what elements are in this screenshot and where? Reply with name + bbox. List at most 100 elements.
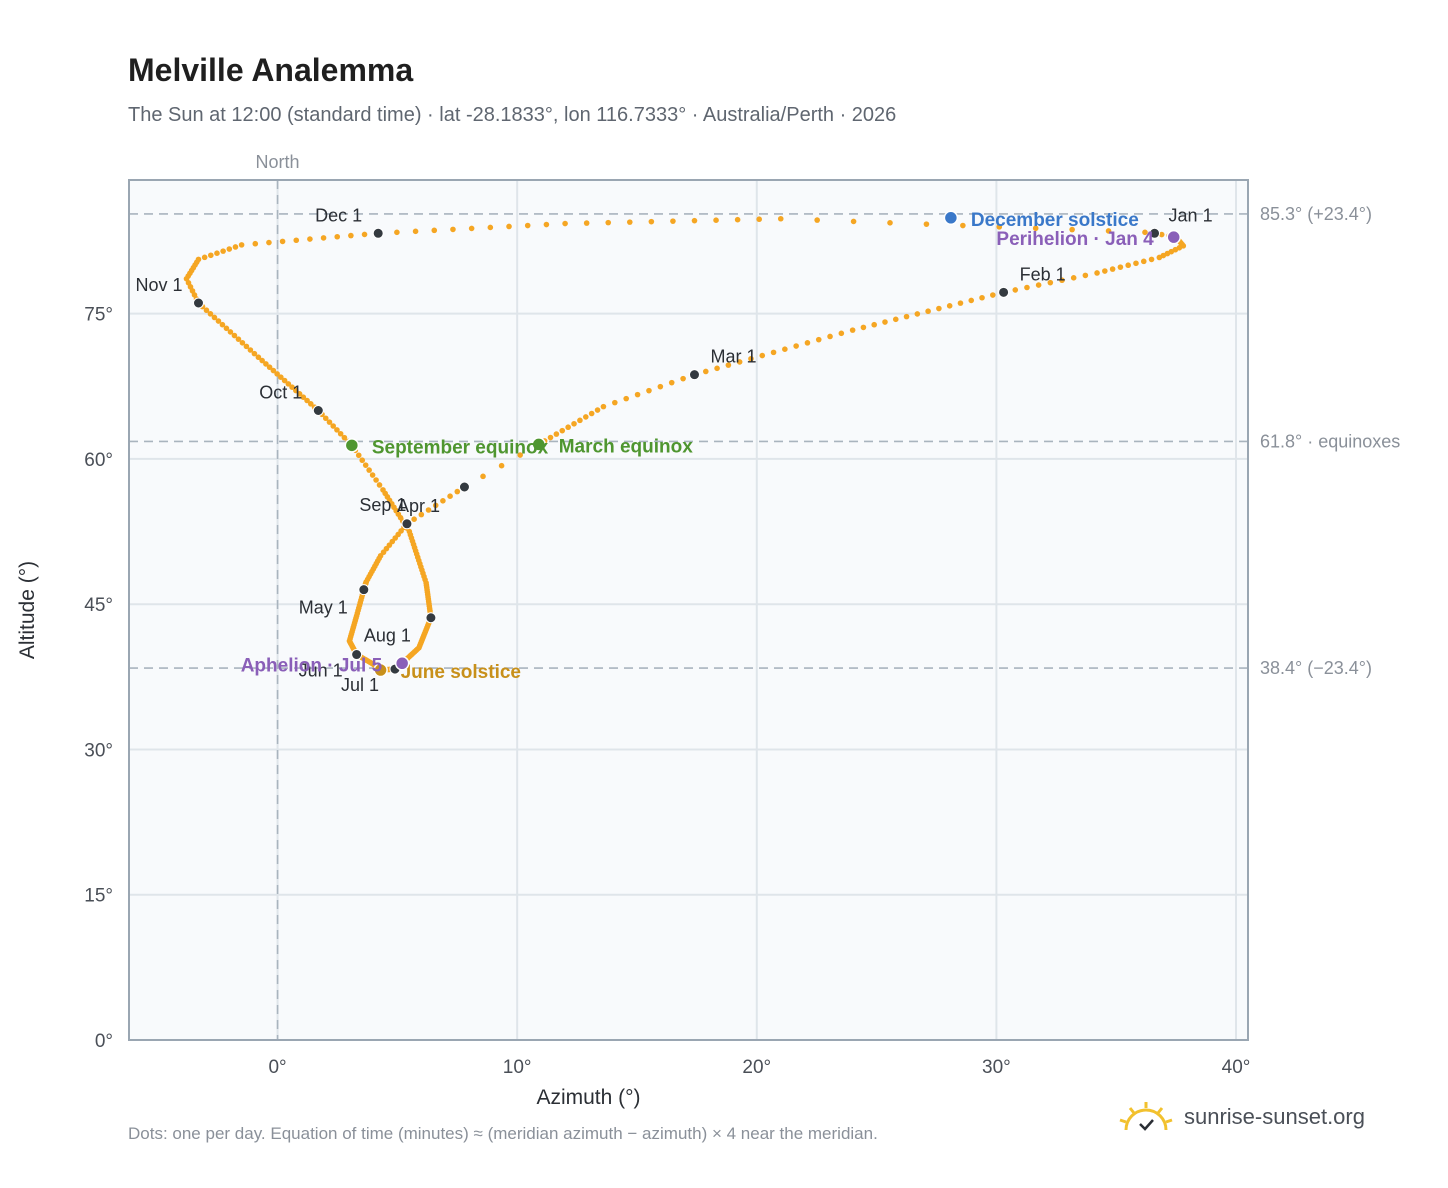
y-tick-label: 0° xyxy=(95,1031,113,1052)
daily-sun-dot xyxy=(304,397,310,404)
meridian-label: North xyxy=(256,152,300,172)
event-label: Aphelion · Jul 5 xyxy=(241,655,383,676)
y-tick-label: 15° xyxy=(84,886,113,907)
brand[interactable]: sunrise-sunset.org xyxy=(1118,1100,1365,1134)
event-marker xyxy=(943,210,959,226)
daily-sun-dot xyxy=(626,219,633,225)
daily-sun-dot xyxy=(454,488,461,495)
daily-sun-dot xyxy=(1156,254,1163,261)
daily-sun-dot xyxy=(1024,284,1030,291)
month-label: May 1 xyxy=(299,598,348,618)
daily-sun-dot xyxy=(1032,225,1039,232)
daily-sun-dot xyxy=(925,308,931,315)
daily-sun-dot xyxy=(232,244,239,250)
daily-sun-dot xyxy=(322,415,329,422)
daily-sun-dot xyxy=(369,472,376,478)
daily-sun-dot xyxy=(487,224,494,231)
footnote: Dots: one per day. Equation of time (min… xyxy=(128,1124,878,1143)
daily-sun-dot xyxy=(251,350,258,357)
month-label: Sep 1 xyxy=(359,495,406,515)
chart-subtitle: The Sun at 12:00 (standard time) · lat -… xyxy=(128,104,897,126)
daily-sun-dot xyxy=(412,228,419,235)
daily-sun-dot xyxy=(914,311,921,317)
daily-sun-dot xyxy=(680,375,686,382)
daily-sun-dot xyxy=(278,374,284,381)
daily-sun-dot xyxy=(594,407,601,413)
month-marker xyxy=(312,404,324,416)
daily-sun-dot xyxy=(334,427,340,433)
daily-sun-dot xyxy=(849,327,856,333)
daily-sun-dot xyxy=(359,457,366,464)
event-label: Perihelion · Jan 4 xyxy=(996,229,1154,250)
daily-sun-dot xyxy=(804,340,811,346)
daily-sun-dot xyxy=(871,321,878,328)
month-label: Feb 1 xyxy=(1020,264,1066,284)
daily-sun-dot xyxy=(1082,272,1089,279)
month-label: Nov 1 xyxy=(135,275,182,295)
event-marker xyxy=(373,662,388,678)
month-marker xyxy=(401,518,413,530)
daily-sun-dot xyxy=(223,325,230,332)
reference-lines: 85.3° (+23.4°) 61.8° · equinoxes 38.4° (−2… xyxy=(129,204,1400,678)
daily-sun-dot xyxy=(668,379,675,386)
daily-sun-dot xyxy=(380,487,386,493)
daily-sun-dot xyxy=(543,221,550,228)
month-marker xyxy=(998,286,1010,298)
daily-sun-dot xyxy=(1094,270,1100,276)
daily-sun-dot xyxy=(239,339,246,346)
daily-sun-dot xyxy=(979,294,985,301)
daily-sun-dot xyxy=(634,391,641,398)
daily-sun-dot xyxy=(208,252,214,259)
daily-sun-dot xyxy=(1142,229,1148,236)
month-label: Oct 1 xyxy=(259,382,302,402)
daily-sun-dot xyxy=(777,215,784,222)
daily-sun-dot xyxy=(605,219,612,226)
daily-sun-dot xyxy=(713,217,719,223)
daily-sun-dot xyxy=(770,349,777,356)
daily-sun-dot xyxy=(887,220,893,226)
daily-sun-dot xyxy=(450,226,456,233)
month-marker xyxy=(1149,227,1161,239)
daily-sun-dot xyxy=(860,324,867,331)
y-tick-label: 30° xyxy=(84,740,113,761)
daily-sun-dot xyxy=(431,227,438,234)
month-label: Jun 1 xyxy=(299,661,343,681)
daily-sun-dot xyxy=(815,336,822,343)
daily-sun-dot xyxy=(524,222,531,229)
month-label: Jul 1 xyxy=(341,675,379,695)
daily-sun-dot xyxy=(266,239,272,246)
daily-sun-dot xyxy=(957,300,964,306)
reference-line-label: 61.8° · equinoxes xyxy=(1260,431,1400,451)
reference-line-label: 38.4° (−23.4°) xyxy=(1260,658,1372,678)
daily-sun-dot xyxy=(220,248,226,254)
daily-sun-dot xyxy=(215,318,222,324)
daily-sun-dot xyxy=(418,511,425,518)
daily-sun-dot xyxy=(612,399,618,406)
brand-name[interactable]: sunrise-sunset.org xyxy=(1184,1104,1365,1129)
daily-sun-dot xyxy=(648,218,655,225)
daily-sun-dot xyxy=(892,316,899,323)
daily-sun-dot xyxy=(990,292,996,298)
daily-sun-dot xyxy=(736,359,743,365)
daily-sun-dot xyxy=(756,216,762,223)
daily-sun-dot xyxy=(577,417,583,424)
daily-sun-dot xyxy=(425,507,432,513)
daily-sun-dot xyxy=(562,220,568,227)
x-axis-ticks: 0° 10° 20° 30° 40° xyxy=(268,1057,1250,1078)
plot-area xyxy=(129,180,1248,1040)
daily-sun-dot xyxy=(373,477,379,483)
daily-sun-dot xyxy=(211,314,218,321)
daily-sun-dot xyxy=(348,232,354,239)
daily-sun-dot xyxy=(293,387,299,394)
month-label: Mar 1 xyxy=(710,347,756,367)
daily-sun-dot xyxy=(203,307,210,314)
daily-sun-dot xyxy=(547,434,554,441)
daily-sun-dot xyxy=(320,235,327,241)
event-label: December solstice xyxy=(971,210,1139,231)
daily-sun-dot xyxy=(670,218,676,224)
daily-sun-dot xyxy=(646,387,652,394)
daily-sun-dot xyxy=(308,401,314,407)
daily-sun-dot xyxy=(1069,226,1075,233)
daily-sun-dot xyxy=(968,297,975,304)
